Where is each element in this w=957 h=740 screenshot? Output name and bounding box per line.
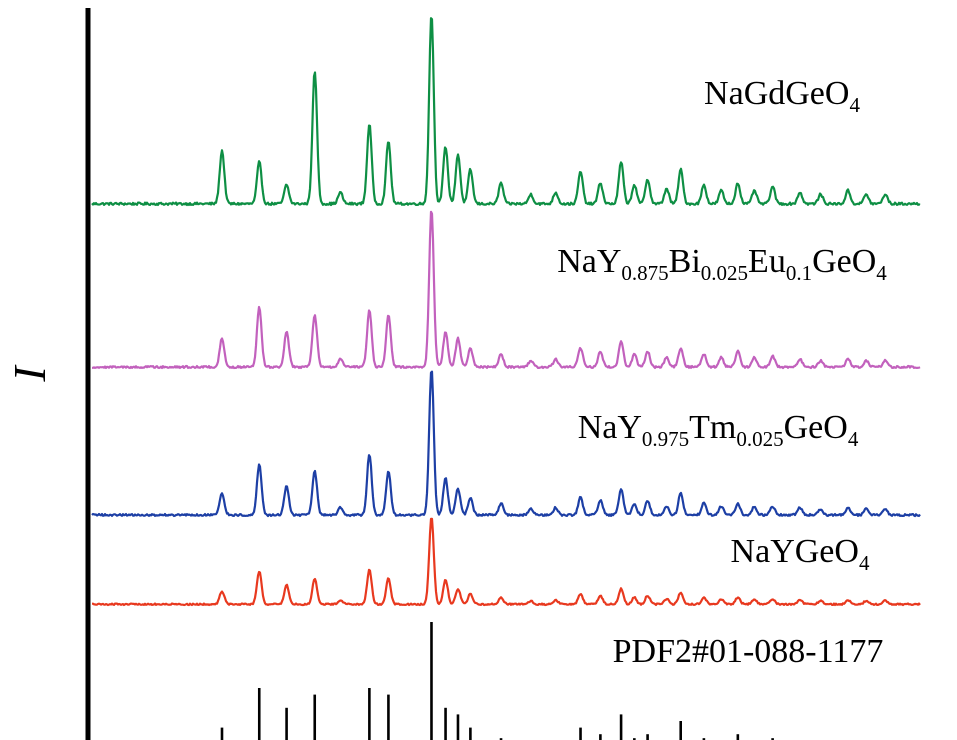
series-label-PDF2#01-088-1177: PDF2#01-088-1177: [613, 633, 884, 670]
trace-NaGdGeO4: [91, 17, 921, 207]
reference-sticks-PDF2#01-088-1177: [220, 622, 774, 740]
trace-NaY0.875Bi0.025Eu0.1GeO4: [91, 210, 921, 370]
series-label-NaYGeO4: NaYGeO4: [731, 533, 870, 575]
trace-NaY0.975Tm0.025GeO4: [91, 370, 921, 518]
y-axis-label: I: [4, 366, 55, 382]
series-label-NaY0.875Bi0.025Eu0.1GeO4: NaY0.875Bi0.025Eu0.1GeO4: [557, 243, 887, 285]
trace-NaYGeO4: [91, 517, 921, 607]
series-label-NaY0.975Tm0.025GeO4: NaY0.975Tm0.025GeO4: [578, 409, 859, 451]
series-label-NaGdGeO4: NaGdGeO4: [704, 75, 860, 117]
